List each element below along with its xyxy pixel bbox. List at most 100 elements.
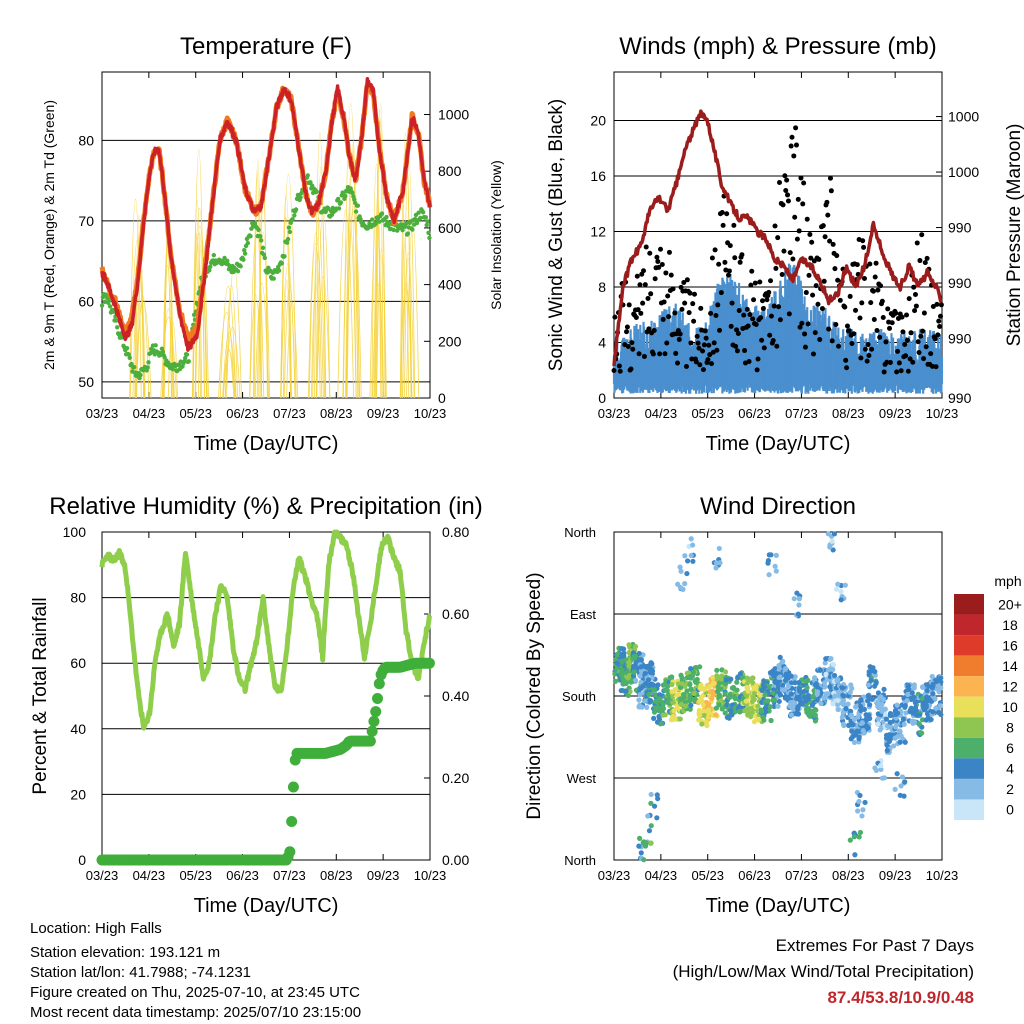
wind-direction-point [684,688,690,694]
gust-point [887,360,893,366]
winds-xtick-label: 04/23 [645,406,678,421]
dewpoint-point [207,267,212,273]
dewpoint-point [282,254,287,259]
wind-direction-point [848,708,854,714]
wind-direction-point [619,652,625,659]
dewpoint-point [238,264,243,269]
gust-point [646,326,652,332]
gust-point [643,244,649,250]
gust-point [879,298,885,304]
wind-direction-point [865,682,871,688]
temperature-ytick-label: 60 [78,293,94,309]
wind-direction-point [713,560,720,566]
wind-direction-point [934,678,940,684]
wind-direction-point [734,679,740,685]
wind-direction-point [690,669,696,675]
extremes-description: (High/Low/Max Wind/Total Precipitation) [672,962,974,981]
wind-direction-point [647,699,653,705]
wind-direction-point [779,659,785,665]
wind-direction-point [777,692,784,698]
wind-direction-point [651,715,657,721]
gust-point [851,331,857,337]
colorbar-label: 4 [1006,761,1014,777]
wind-direction-point [761,678,767,684]
gust-point [795,196,801,202]
dewpoint-point [335,196,341,202]
dewpoint-point [279,261,285,266]
wind-direction-point [930,691,936,697]
winddir-ytick-label: West [567,771,597,786]
gust-point [934,301,940,307]
gust-point [801,180,807,186]
gust-point [727,243,733,249]
wind-direction-point [833,586,840,592]
wind-direction-point [773,552,779,558]
wind-direction-point [716,680,723,686]
colorbar-swatch [954,676,984,697]
gust-point [842,304,848,310]
wind-direction-point [814,697,820,703]
winddir-xtick-label: 09/23 [879,868,912,883]
wind-direction-point [779,687,786,693]
wind-direction-point [929,673,935,680]
dewpoint-point [107,304,113,309]
dewpoint-point [162,355,167,360]
wind-direction-point [835,581,841,587]
gust-point [884,359,890,365]
gust-point [883,339,889,345]
humidity-ylabel: Percent & Total Rainfall [30,597,51,794]
gust-point [877,334,883,340]
dewpoint-point [222,255,227,261]
gust-point [878,283,884,289]
wind-direction-point [894,702,900,708]
gust-point [707,352,713,358]
gust-point [821,278,827,284]
precipitation-point [284,846,296,858]
colorbar-swatch [954,737,984,759]
colorbar-swatch [954,614,984,636]
solar-insolation-line [400,238,410,399]
gust-point [652,276,658,282]
dewpoint-point [241,257,246,262]
wind-direction-point [900,716,906,722]
wind-direction-point [904,697,910,704]
wind-direction-point [938,685,944,691]
temperature-y2tick-label: 1000 [438,107,469,123]
dewpoint-point [153,343,158,348]
gust-point [854,262,860,268]
gust-point [754,367,760,373]
wind-direction-point [657,696,663,702]
wind-direction-point [737,709,743,715]
wind-direction-point [677,716,683,722]
winds-title: Winds (mph) & Pressure (mb) [619,33,936,60]
wind-direction-point [689,673,696,679]
wind-direction-point [631,653,637,659]
gust-point [712,247,718,253]
dewpoint-point [425,219,430,224]
wind-direction-point [706,701,712,708]
dewpoint-point [338,200,344,205]
wind-direction-point [863,723,870,729]
wind-direction-point [868,677,874,684]
dewpoint-point [256,227,261,232]
gust-point [894,369,900,375]
gust-point [859,300,865,306]
precipitation-point [366,725,378,737]
temperature-y2tick-label: 400 [438,277,462,293]
gust-point [833,322,839,328]
wind-direction-point [932,695,938,702]
gust-point [693,359,699,365]
wind-direction-point [804,709,810,715]
dewpoint-point [355,203,361,208]
winds-xtick-label: 07/23 [785,406,818,421]
wind-direction-point [885,732,891,739]
wind-direction-point [872,683,878,689]
dewpoint-point [160,349,166,354]
wind-direction-point [843,706,849,712]
solar-insolation-line [219,285,237,399]
gust-point [737,259,743,265]
gust-point [748,282,754,288]
gust-point [688,340,694,346]
wind-direction-point [918,729,924,736]
